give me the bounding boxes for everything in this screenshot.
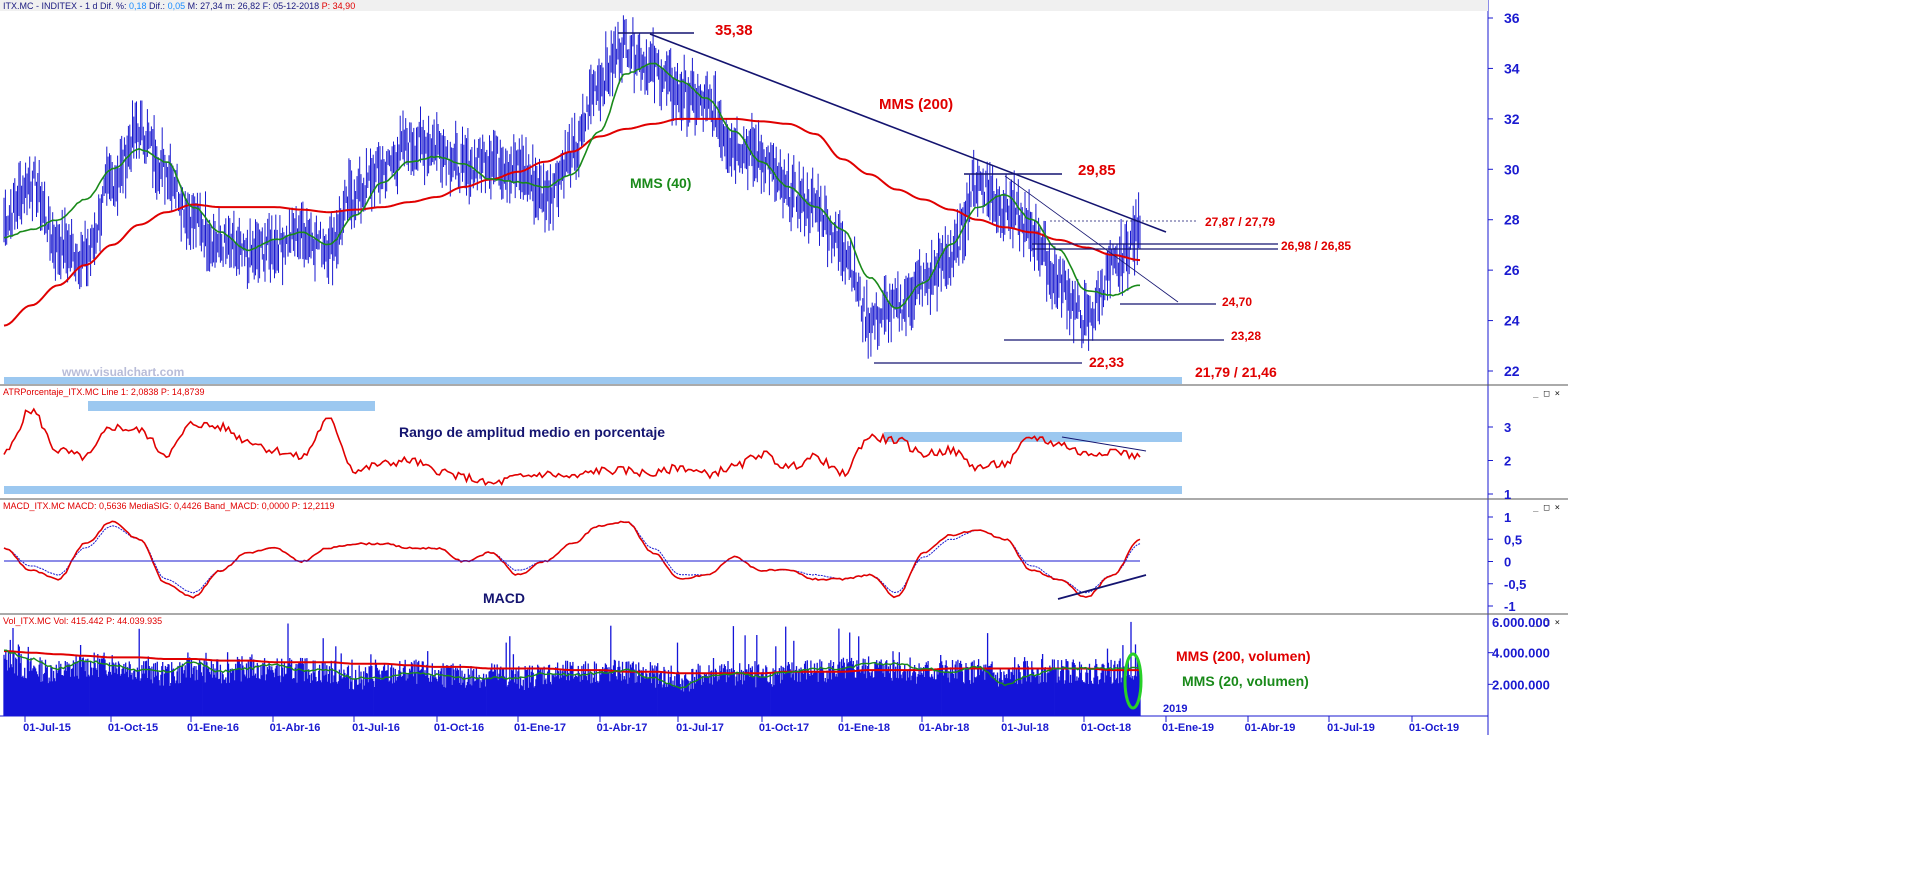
atr-title: Rango de amplitud medio en porcentaje [399,424,665,440]
x-tick-label: 01-Oct-15 [108,722,158,734]
macd-y-axis: 1 0,5 0 -0,5 -1 [1488,510,1526,614]
volume-header: Vol_ITX.MC Vol: 415.442 P: 44.039.935 [3,616,162,626]
chart-stage: ITX.MC - INDITEX - 1 d Dif. %: 0,18 Dif.… [0,0,1568,735]
annotation-mms40: MMS (40) [630,175,691,191]
volume-mms20-line [3,649,1141,689]
volume-y-axis: 6.000.000 4.000.000 2.000.000 [1488,615,1550,692]
x-tick-label: 01-Jul-17 [676,722,724,734]
price-ytick-tick-label: 24 [1504,313,1520,329]
volume-window-buttons[interactable]: _ □ × [1533,618,1560,628]
price-ytick-tick-label: 22 [1504,363,1520,379]
macd-ytick-tick-label: 1 [1504,510,1511,525]
atr-trend-line [1061,436,1147,452]
price-header-bar [0,0,1488,11]
chart-canvas: ITX.MC - INDITEX - 1 d Dif. %: 0,18 Dif.… [0,0,1568,735]
x-tick-label: 01-Oct-18 [1081,722,1131,734]
price-ytick-tick-label: 34 [1504,60,1520,76]
price-ytick-tick-label: 32 [1504,111,1520,127]
macd-header: MACD_ITX.MC MACD: 0,5636 MediaSIG: 0,442… [3,501,335,511]
series-lines [3,62,1141,689]
x-tick-label: 01-Ene-16 [187,722,239,734]
x-tick-label: 01-Abr-19 [1245,722,1296,734]
x-tick-label: 01-Oct-19 [1409,722,1459,734]
price-ytick-tick-label: 30 [1504,161,1520,177]
price-header: ITX.MC - INDITEX - 1 d Dif. %: 0,18 Dif.… [3,1,355,11]
x-tick-label: 01-Abr-16 [270,722,321,734]
downtrend-line [649,33,1167,233]
atr-ytick-tick-label: 3 [1504,420,1511,435]
atr-ytick-tick-label: 2 [1504,454,1511,469]
atr-top-band-left [88,401,375,411]
macd-divergence-line [1057,574,1147,600]
x-axis: 01-Jul-15 01-Oct-15 01-Ene-16 01-Abr-16 01-J… [23,716,1459,734]
x-tick-label: 01-Oct-16 [434,722,484,734]
macd-title: MACD [483,590,525,606]
x-tick-label: 01-Abr-18 [919,722,970,734]
last-volume-highlight [1123,652,1143,710]
annotation-2179: 21,79 / 21,46 [1195,364,1277,380]
volume-label-mms20: MMS (20, volumen) [1182,673,1309,689]
macd-window-buttons[interactable]: _ □ × [1533,503,1560,513]
x-tick-label: 01-Oct-17 [759,722,809,734]
annotation-2985: 29,85 [1078,162,1116,179]
x-year-label: 2019 [1163,703,1187,715]
price-support-band [4,377,1182,384]
mms40-line [3,62,1140,310]
background [0,0,1568,735]
volume-label-mms200: MMS (200, volumen) [1176,648,1311,664]
annotation-2470: 24,70 [1222,295,1252,309]
atr-window-buttons[interactable]: _ □ × [1533,389,1560,399]
x-tick-label: 01-Ene-17 [514,722,566,734]
x-tick-label: 01-Abr-17 [597,722,648,734]
watermark: www.visualchart.com [61,365,184,379]
price-bars [3,15,1141,359]
annotation-mms200: MMS (200) [879,96,953,113]
volume-ytick-label: 4.000.000 [1492,646,1550,661]
x-tick-label: 01-Ene-18 [838,722,890,734]
volume-bars [3,621,1141,716]
volume-ytick-label: 2.000.000 [1492,677,1550,692]
macd-ytick-tick-label: -0,5 [1504,577,1526,592]
x-tick-label: 01-Jul-19 [1327,722,1375,734]
mms200-line [3,117,1141,327]
volume-mms200-line [4,650,1140,675]
secondary-trend-line [1004,175,1179,303]
atr-y-axis: 3 2 1 [1488,420,1511,502]
macd-ytick-tick-label: -1 [1504,599,1516,614]
x-tick-label: 01-Jul-15 [23,722,71,734]
price-ytick-tick-label: 36 [1504,10,1520,26]
annotation-high: 35,38 [715,22,753,39]
annotation-2233: 22,33 [1089,354,1124,370]
atr-bottom-band [4,486,1182,494]
price-y-axis: 36 34 32 30 28 26 24 22 [1488,10,1520,379]
volume-ytick-top: 6.000.000 [1492,615,1550,630]
price-ytick-tick-label: 28 [1504,212,1520,228]
x-tick-label: 01-Jul-16 [352,722,400,734]
atr-ytick-tick-label: 1 [1504,487,1511,502]
annotation-2328: 23,28 [1231,329,1261,343]
macd-ytick-tick-label: 0,5 [1504,532,1522,547]
price-ytick-tick-label: 26 [1504,262,1520,278]
atr-line [3,407,1141,487]
x-tick-label: 01-Jul-18 [1001,722,1049,734]
macd-line [3,520,1141,599]
x-tick-label: 01-Ene-19 [1162,722,1214,734]
annotation-2698: 26,98 / 26,85 [1281,239,1351,253]
atr-header: ATRPorcentaje_ITX.MC Line 1: 2,0838 P: 1… [3,387,204,397]
annotation-2787: 27,87 / 27,79 [1205,215,1275,229]
macd-ytick-tick-label: 0 [1504,555,1511,570]
macd-signal-line [3,521,1141,594]
